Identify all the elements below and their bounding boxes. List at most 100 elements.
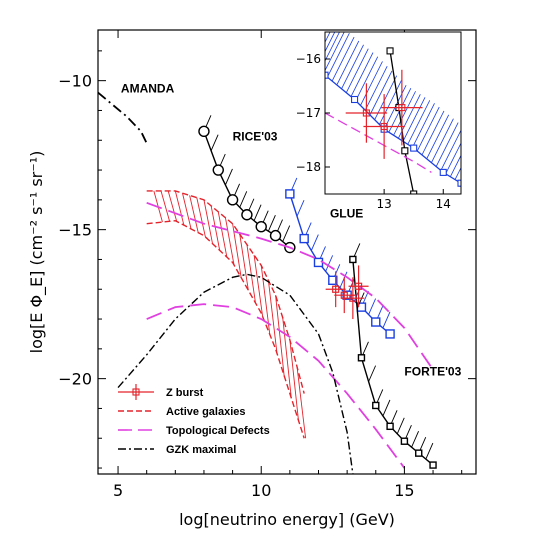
annotation-label: RICE'03: [233, 129, 278, 143]
annotation-label: AMANDA: [121, 82, 175, 96]
inset-glue-hatch: [431, 118, 454, 163]
active-galaxies-hatch: [267, 280, 278, 354]
inset-glue-hatch: [469, 139, 491, 183]
inset-y-tick-label: −16: [296, 52, 321, 66]
active-galaxies-hatch: [282, 317, 292, 399]
rice-03-point: [241, 209, 253, 221]
forte-03-hatch: [396, 417, 405, 434]
inset-glue-hatch: [440, 129, 461, 171]
inset-glue-hatch: [345, 48, 369, 93]
forte-03-hatch: [411, 431, 419, 448]
active-galaxies-hatch: [217, 211, 228, 258]
inset-z-burst-point: [380, 122, 388, 131]
forte-03-point: [386, 422, 394, 431]
inset-glue-hatch: [325, 32, 345, 72]
active-galaxies-hatch: [160, 190, 171, 222]
z-burst-point: [354, 282, 363, 290]
forte-03-point: [349, 255, 357, 264]
active-galaxies-hatch: [296, 366, 307, 439]
annotation-label: FORTE'03: [404, 365, 461, 379]
rice-03-hatch: [253, 204, 262, 221]
forte-03-point: [415, 449, 423, 457]
topological-defects-line: [146, 303, 406, 469]
inset-glue-hatch: [325, 32, 331, 43]
forte-03-point: [400, 437, 409, 445]
rice-03-point: [269, 229, 282, 242]
inset-glue-hatch: [336, 40, 360, 86]
topological-defects-line: [146, 201, 434, 371]
inset-x-tick-label: 14: [436, 197, 451, 211]
glue-hatch: [296, 200, 305, 217]
active-galaxies-hatch: [203, 199, 213, 244]
inset-z-burst-point: [362, 109, 370, 117]
glue-point: [328, 275, 338, 286]
glue-point: [299, 233, 309, 244]
z-burst-point: [349, 294, 357, 302]
active-galaxies-hatch: [196, 197, 206, 238]
inset-z-burst-point: [398, 104, 406, 112]
rice-03-hatch: [210, 134, 219, 151]
active-galaxies-hatch: [210, 205, 221, 251]
inset-glue-hatch: [350, 52, 374, 97]
forte-03-point: [357, 354, 366, 362]
glue-point: [371, 317, 381, 327]
glue-hatch: [368, 298, 377, 315]
legend-label: Z burst: [166, 387, 204, 399]
glue-hatch: [310, 234, 319, 251]
x-axis-label: log[neutrino energy] (GeV): [179, 510, 395, 529]
rice-03-hatch: [282, 225, 291, 242]
inset-glue-hatch: [454, 166, 461, 180]
active-galaxies-hatch: [167, 190, 178, 222]
rice-03-point: [198, 125, 210, 138]
inset-glue-hatch: [445, 142, 461, 175]
inset-glue-hatch: [360, 61, 383, 106]
inset-forte-03-point: [410, 190, 418, 194]
glue-point: [385, 329, 395, 339]
rice-03-hatch: [239, 191, 248, 208]
inset-glue-hatch: [449, 154, 461, 177]
inset-glue-hatch: [407, 100, 431, 145]
active-galaxies-upper: [146, 190, 305, 394]
glue-hatch: [382, 311, 391, 329]
inset-forte-03-point: [401, 147, 409, 155]
inset-glue-hatch: [325, 32, 340, 62]
annotation-label: GLUE: [330, 207, 363, 221]
inset-glue-point: [439, 168, 447, 176]
inset-glue-hatch: [412, 103, 435, 148]
rice-03-hatch: [225, 168, 233, 186]
inset-glue-hatch: [369, 70, 393, 116]
active-galaxies-hatch: [174, 190, 185, 226]
legend-label: GZK maximal: [166, 444, 236, 456]
rice-03-point: [255, 220, 267, 233]
gzk-maximal-line: [117, 273, 354, 474]
legend-z-burst-square: [132, 388, 140, 396]
forte-03-hatch: [382, 399, 391, 417]
inset-glue-point: [325, 71, 329, 79]
x-tick-label: 5: [113, 481, 123, 500]
y-tick-label: −20: [58, 370, 92, 389]
active-galaxies-hatch: [239, 234, 249, 291]
inset-glue-hatch: [426, 114, 450, 159]
inset-glue-hatch: [327, 32, 350, 78]
inset-forte-03-point: [386, 47, 394, 55]
rice-03-hatch: [267, 214, 276, 232]
inset-y-tick-label: −17: [296, 106, 321, 120]
glue-point: [285, 189, 295, 199]
y-tick-label: −10: [58, 72, 92, 91]
amanda-line: [98, 91, 148, 144]
inset-glue-hatch: [421, 110, 445, 156]
active-galaxies-hatch: [182, 193, 192, 230]
active-galaxies-hatch: [189, 195, 199, 233]
inset-glue-point: [351, 95, 359, 104]
inset-glue-hatch: [341, 44, 364, 89]
inset-glue-hatch: [402, 97, 426, 142]
inset-glue-hatch: [355, 56, 379, 101]
inset-glue-hatch: [325, 32, 336, 53]
forte-03-hatch: [425, 442, 434, 460]
rice-03-point: [226, 194, 239, 206]
active-galaxies-hatch: [289, 339, 299, 421]
y-axis-label: log[E Φ_E] (cm⁻² s⁻¹ sr⁻¹): [27, 151, 47, 354]
active-galaxies-hatch: [246, 244, 256, 304]
y-tick-label: −15: [58, 221, 92, 240]
inset-glue-hatch: [331, 36, 355, 82]
